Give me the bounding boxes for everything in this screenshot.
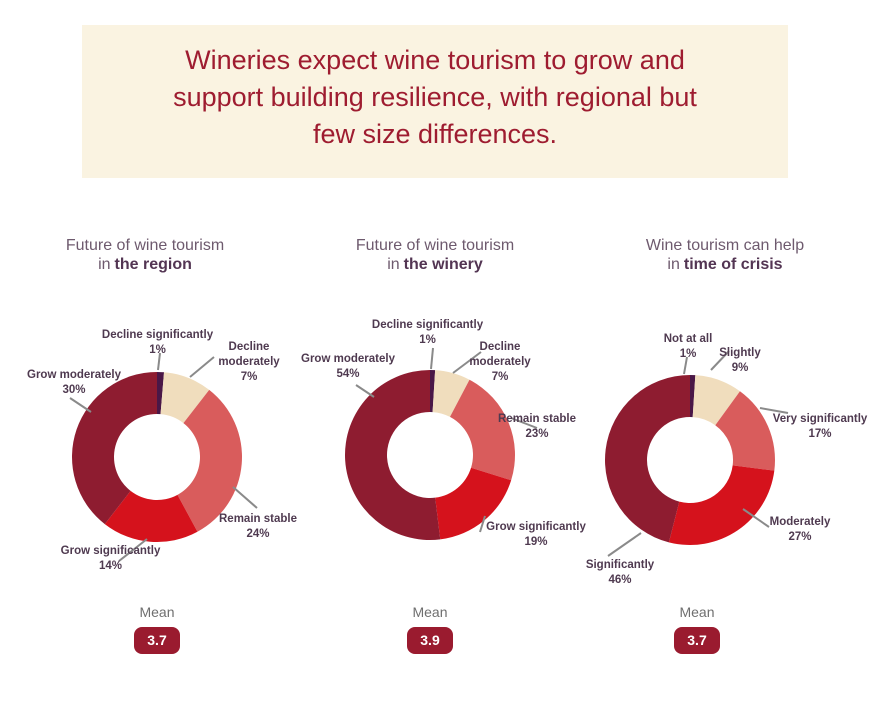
chart-region-title-bold: the region	[114, 256, 192, 273]
mean-region-badge: 3.7	[134, 627, 180, 654]
mean-winery-label: Mean	[412, 604, 448, 620]
donut-chart-winery	[344, 347, 538, 540]
chart-region-plot: Decline significantly 1% Decline moderat…	[0, 300, 297, 620]
chart-winery: Future of wine tourism in the winery Decl…	[290, 236, 586, 716]
label-remain-stable: Remain stable 24%	[219, 513, 297, 540]
label-remain-stable: Remain stable 23%	[498, 413, 576, 440]
chart-crisis-title: Wine tourism can help in time of crisis	[580, 236, 870, 274]
leader-line	[607, 532, 642, 557]
leader-line	[189, 356, 215, 378]
chart-region-title: Future of wine tourism in the region	[0, 236, 290, 274]
leader-line	[452, 351, 482, 374]
donut-segment-grow-significantly	[104, 490, 198, 542]
label-not-at-all: Not at all 1%	[663, 333, 713, 360]
leader-line	[683, 356, 688, 375]
chart-winery-title-prefix: in	[387, 256, 400, 273]
label-moderately: Moderately 27%	[769, 516, 831, 543]
chart-crisis-plot: Not at all 1% Slightly 9% Very significa…	[580, 300, 870, 620]
donut-segment-remain-stable	[177, 389, 242, 532]
mean-crisis: Mean 3.7	[637, 604, 757, 654]
headline-line-2: support building resilience, with region…	[173, 82, 697, 112]
headline-line-3: few size differences.	[312, 119, 558, 149]
donut-segment-decline-significantly	[430, 370, 436, 413]
leader-line	[355, 384, 375, 398]
headline-banner: Wineries expect wine tourism to grow and…	[82, 25, 788, 178]
leader-line	[759, 407, 789, 414]
donut-segment-not-at-all	[690, 375, 696, 418]
donut-segment-decline-significantly	[157, 372, 165, 415]
label-grow-moderately: Grow moderately 30%	[27, 369, 121, 396]
label-decline-significantly: Decline significantly 1%	[101, 329, 214, 356]
label-decline-moderately: Decline moderately 7%	[218, 341, 280, 383]
donut-chart-crisis	[605, 350, 789, 557]
leader-line	[479, 515, 486, 533]
chart-winery-title: Future of wine tourism in the winery	[290, 236, 580, 274]
donut-segment-grow-moderately	[344, 370, 441, 540]
chart-region-title-line2: in the region	[0, 255, 290, 274]
label-decline-significantly: Decline significantly 1%	[371, 319, 484, 346]
mean-winery-badge: 3.9	[407, 627, 453, 654]
mean-crisis-badge: 3.7	[674, 627, 720, 654]
chart-region-title-prefix: in	[98, 256, 111, 273]
mean-crisis-label: Mean	[679, 604, 715, 620]
leader-line	[69, 397, 92, 413]
mean-region: Mean 3.7	[97, 604, 217, 654]
chart-winery-plot: Decline significantly 1% Decline moderat…	[290, 300, 586, 620]
donut-segment-grow-significantly	[435, 467, 512, 540]
chart-crisis-title-line2: in time of crisis	[580, 255, 870, 274]
leader-line	[157, 352, 161, 371]
donut-segment-decline-moderately	[432, 370, 470, 417]
leader-line	[430, 347, 434, 370]
label-very-significantly: Very significantly 17%	[772, 413, 868, 440]
label-slightly: Slightly 9%	[719, 347, 761, 374]
label-significantly: Significantly 46%	[585, 559, 655, 586]
chart-crisis-title-prefix: in	[667, 256, 680, 273]
chart-crisis: Wine tourism can help in time of crisis N…	[580, 236, 870, 716]
donut-chart-region	[69, 352, 258, 562]
mean-region-label: Mean	[139, 604, 175, 620]
headline-line-1: Wineries expect wine tourism to grow and	[185, 45, 685, 75]
label-grow-significantly: Grow significantly 14%	[60, 545, 161, 572]
chart-winery-title-line1: Future of wine tourism	[355, 237, 515, 254]
donut-segment-slightly	[692, 375, 740, 426]
mean-winery: Mean 3.9	[370, 604, 490, 654]
donut-segment-remain-stable	[449, 379, 515, 481]
donut-segment-very-significantly	[715, 391, 775, 471]
chart-region: Future of wine tourism in the region Decl…	[0, 236, 297, 716]
leader-line	[510, 417, 538, 429]
leader-line	[232, 486, 258, 509]
donut-segment-significantly	[605, 375, 690, 543]
donut-segment-decline-moderately	[160, 372, 210, 424]
label-grow-moderately: Grow moderately 54%	[301, 353, 395, 380]
label-decline-moderately: Decline moderately 7%	[469, 341, 531, 383]
label-grow-significantly: Grow significantly 19%	[486, 521, 586, 548]
leader-line	[710, 350, 730, 371]
chart-winery-title-bold: the winery	[403, 256, 483, 273]
chart-crisis-title-bold: time of crisis	[683, 256, 783, 273]
chart-region-title-line1: Future of wine tourism	[65, 237, 225, 254]
leader-line	[742, 508, 770, 528]
chart-crisis-title-line1: Wine tourism can help	[645, 237, 805, 254]
donut-segment-moderately	[668, 465, 775, 545]
chart-winery-title-line2: in the winery	[290, 255, 580, 274]
donut-segment-grow-moderately	[71, 372, 157, 525]
leader-line	[118, 538, 148, 562]
